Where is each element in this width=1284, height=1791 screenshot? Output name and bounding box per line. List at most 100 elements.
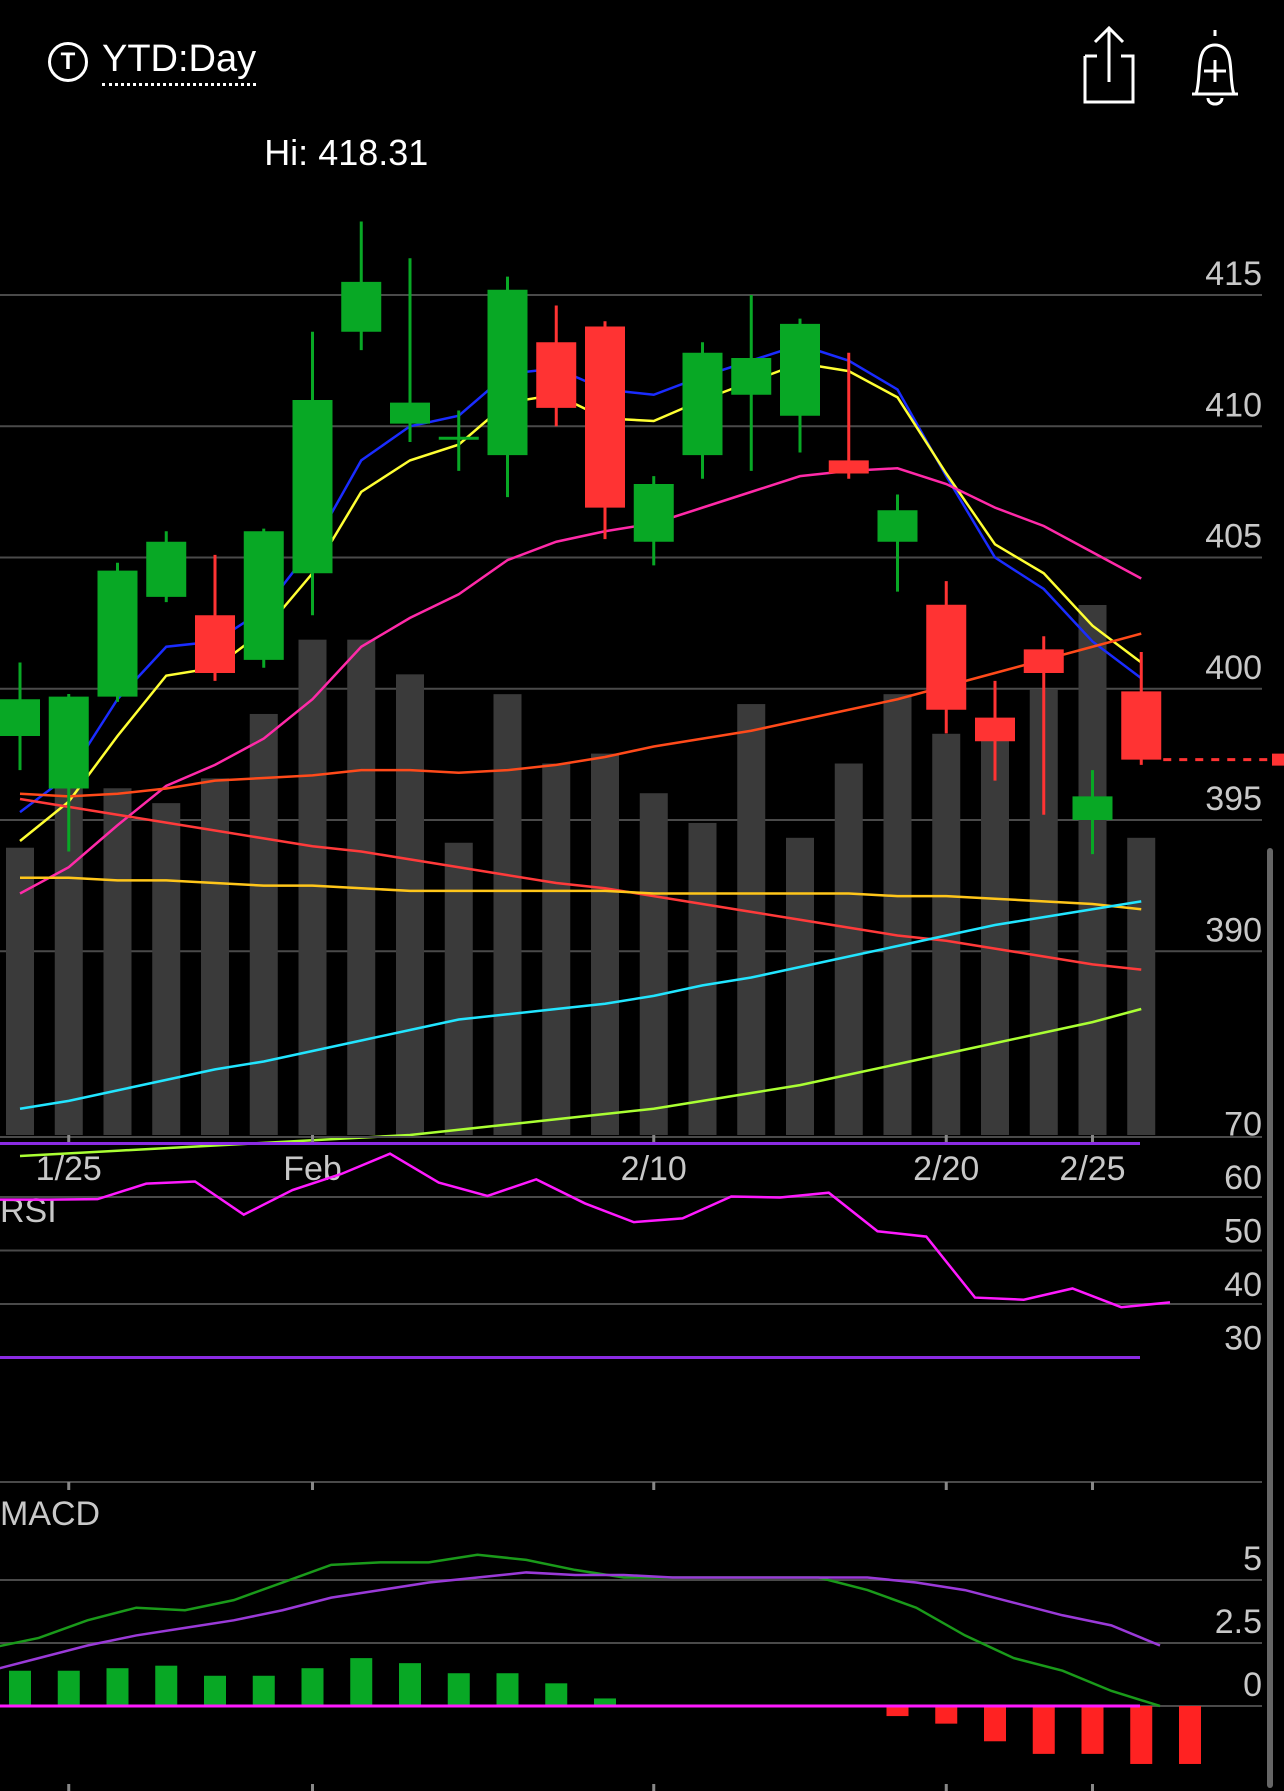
price-axis-label: 395 [1205,780,1262,818]
candle-body [731,358,772,395]
moving-average-line [19,1007,1142,1158]
timeframe-title[interactable]: YTD:Day [102,38,257,86]
macd-histogram-bar [350,1658,373,1706]
volume-bar [249,713,278,1135]
candle-body [1023,649,1064,673]
volume-bar [152,803,181,1135]
candle-body [292,400,333,574]
macd-histogram-bar [1081,1706,1104,1754]
volume-bar [883,694,912,1135]
moving-average-line [19,343,1143,814]
volume-bar [1078,605,1107,1135]
macd-histogram-bar [935,1706,958,1724]
candle-body [828,460,869,474]
candle-body [682,352,723,456]
macd-histogram-bar [399,1663,421,1706]
volume-bar [737,704,766,1135]
share-icon [1083,25,1135,104]
candle-body [97,570,138,697]
macd-histogram-bar [984,1706,1006,1742]
volume-bar [396,674,424,1135]
macd-signal-line [0,1571,1161,1670]
volume-bar [444,842,473,1135]
candle-body [390,402,430,424]
candle-body [438,436,479,440]
x-axis-label: 1/25 [36,1150,102,1188]
x-axis-label: 2/20 [913,1150,979,1188]
macd-histogram-bar [545,1683,568,1706]
moving-average-line [19,361,1143,842]
volume-bar [493,694,522,1135]
volume-bar [1127,837,1156,1135]
candle-body [487,289,528,456]
candle-body [975,717,1015,742]
scrollbar [1267,848,1273,1788]
macd-histogram-bar [9,1670,31,1706]
price-axis-label: 400 [1205,649,1262,687]
share-button[interactable] [1075,22,1145,112]
macd-histogram-bar [594,1698,616,1706]
macd-axis-label: 0 [1243,1666,1262,1704]
macd-axis-label: 2.5 [1215,1603,1262,1641]
macd-histogram-bar [106,1668,129,1706]
add-alert-button[interactable] [1180,22,1250,112]
x-axis-label: 2/25 [1059,1150,1125,1188]
macd-histogram-bar [496,1673,519,1706]
price-axis-label: 405 [1205,518,1262,556]
macd-histogram-bar [155,1665,178,1706]
macd-line [0,1553,1161,1708]
volume-bar [103,788,132,1135]
candle-body [536,342,577,408]
candle-body [0,699,40,736]
volume-bar [591,753,619,1135]
macd-histogram-bar [886,1706,909,1717]
rsi-axis-label: 70 [1224,1106,1262,1144]
macd-histogram-bar [252,1675,275,1706]
price-axis-label: 390 [1205,911,1262,949]
volume-bar [6,847,34,1135]
last-price-marker [1272,753,1284,766]
volume-bar [786,837,814,1135]
candle-body [341,281,382,332]
price-axis-label: 410 [1205,386,1262,424]
volume-bar [688,822,717,1135]
candle-body [1121,691,1162,760]
moving-average-line [19,466,1142,895]
volume-bar [981,738,1009,1135]
moving-average-line [19,797,1142,971]
volume-bar [834,763,863,1135]
chart-header: T YTD:Day [0,0,1284,130]
moving-average-line [19,900,1142,1110]
volume-bar [201,778,229,1135]
candle-body [195,615,235,673]
price-axis-label: 415 [1205,255,1262,293]
candle-body [243,531,284,660]
candle-body [146,541,187,597]
candle-body [48,696,89,789]
moving-average-line [19,632,1142,798]
macd-histogram-bar [204,1675,226,1706]
ticker-icon: T [48,42,88,82]
macd-histogram-bar [1130,1706,1153,1764]
macd-histogram-bar [447,1673,470,1706]
candle-body [877,510,918,542]
x-axis-label: Feb [283,1150,342,1188]
rsi-axis-label: 40 [1224,1266,1262,1304]
macd-title: MACD [0,1495,100,1533]
timeframe-selector[interactable]: T YTD:Day [48,38,257,86]
macd-axis-label: 5 [1243,1540,1262,1578]
volume-bar [639,793,668,1135]
candle-body [585,326,625,508]
candle-body [780,323,820,416]
rsi-axis-label: 60 [1224,1159,1262,1197]
volume-bar [542,763,571,1135]
candle-body [1072,796,1113,820]
rsi-axis-label: 30 [1224,1320,1262,1358]
rsi-axis-label: 50 [1224,1213,1262,1251]
x-axis-label: 2/10 [621,1150,687,1188]
candle-body [633,484,674,542]
moving-average-line [20,876,1142,911]
macd-histogram-bar [301,1668,324,1706]
macd-histogram-bar [1179,1706,1201,1764]
